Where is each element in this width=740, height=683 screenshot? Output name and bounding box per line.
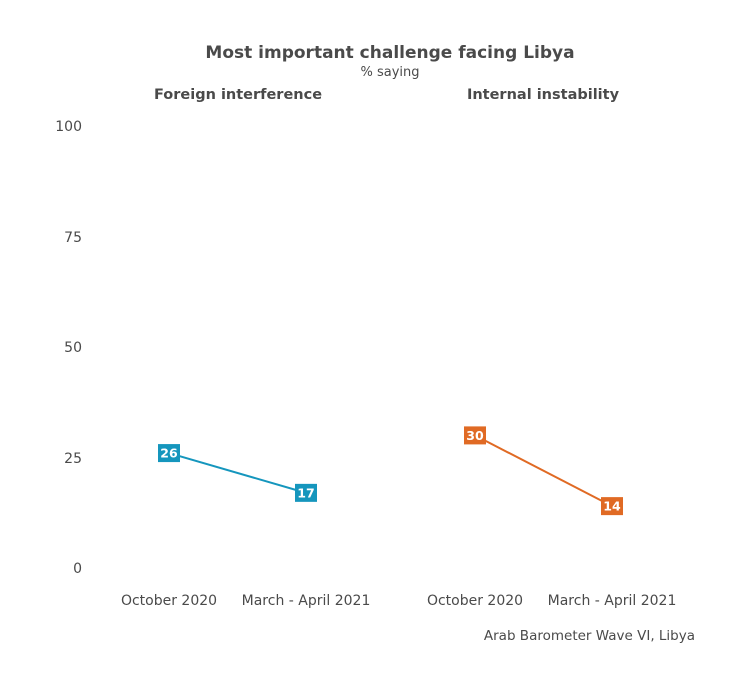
data-point	[464, 426, 486, 445]
x-tick-label: March - April 2021	[548, 593, 677, 609]
y-tick-label: 75	[64, 230, 82, 246]
series-line	[474, 434, 613, 508]
data-label: 26	[160, 446, 178, 461]
data-point	[601, 497, 623, 516]
chart-subtitle: % saying	[360, 65, 419, 80]
panel-internal-instability: Internal instability October 2020 March …	[427, 87, 676, 609]
panel-title: Foreign interference	[154, 87, 322, 103]
chart-title: Most important challenge facing Libya	[205, 43, 574, 63]
data-point	[158, 444, 180, 463]
source-note: Arab Barometer Wave VI, Libya	[484, 628, 695, 644]
data-point	[295, 483, 317, 502]
panel-title: Internal instability	[467, 87, 620, 103]
series-internal-instability: 30 14	[464, 426, 623, 516]
y-tick-label: 25	[64, 451, 82, 467]
y-tick-label: 0	[73, 561, 82, 577]
y-tick-label: 100	[55, 119, 82, 135]
x-tick-label: October 2020	[427, 593, 523, 609]
data-label: 17	[297, 485, 314, 500]
y-axis: 100 75 50 25 0	[55, 119, 82, 577]
data-label: 14	[603, 499, 621, 514]
x-tick-label: March - April 2021	[242, 593, 371, 609]
x-tick-label: October 2020	[121, 593, 217, 609]
data-label: 30	[466, 428, 484, 443]
series-line	[168, 452, 307, 494]
y-tick-label: 50	[64, 340, 82, 356]
panel-foreign-interference: Foreign interference October 2020 March …	[121, 87, 370, 609]
series-foreign-interference: 26 17	[158, 444, 317, 502]
